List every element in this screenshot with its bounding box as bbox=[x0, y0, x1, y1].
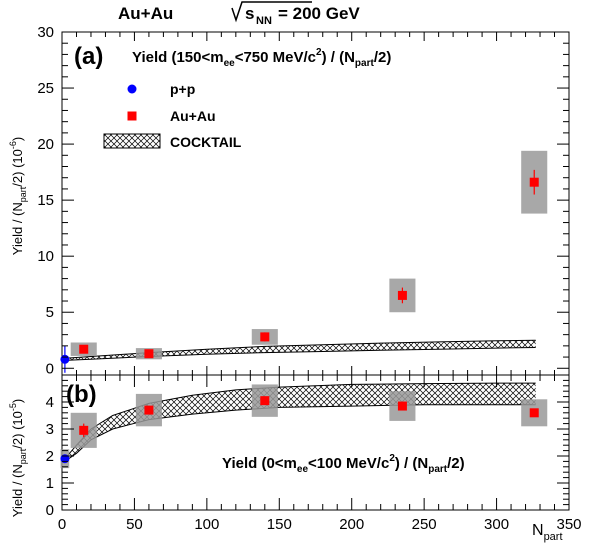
x-tick-label: 50 bbox=[126, 516, 143, 533]
panel-a-title-part: ee bbox=[224, 58, 236, 69]
panel-b-title-part: ) / (N bbox=[395, 455, 428, 472]
panel-b-x-axis: 0 50 100 150 200 250 300 350 bbox=[58, 375, 582, 533]
legend-marker-cocktail bbox=[103, 133, 161, 149]
panel-b-title-part: part bbox=[428, 464, 448, 475]
y-tick-label: 15 bbox=[37, 192, 54, 209]
cocktail-band-lower-edge bbox=[64, 347, 536, 361]
energy-subscript: NN bbox=[256, 15, 272, 27]
data-point-auau bbox=[79, 425, 89, 435]
panel-a-ylabel-part: -6 bbox=[8, 141, 18, 149]
y-tick-label: 4 bbox=[46, 394, 54, 411]
panel-b-tag: (b) bbox=[66, 381, 97, 408]
panel-b-ylabel: Yield / (Npart/2) (10-5) bbox=[8, 399, 28, 517]
y-tick-label: 20 bbox=[37, 136, 54, 153]
panel-b-data-marks bbox=[60, 384, 548, 469]
cocktail-band-upper-edge bbox=[64, 339, 536, 359]
data-point-auau bbox=[144, 349, 154, 359]
panel-b-xlabel-sub: part bbox=[544, 531, 563, 543]
collision-system-label: Au+Au bbox=[118, 4, 173, 23]
panel-b-xlabel: Npart bbox=[532, 522, 563, 543]
panel-a-title-part: ) / (N bbox=[322, 49, 355, 66]
panel-b-ylabel-part: part bbox=[18, 448, 28, 464]
x-tick-label: 300 bbox=[484, 516, 509, 533]
panel-a-y-axis: 0 5 10 15 20 25 30 bbox=[37, 24, 570, 377]
panel-a-title-part: /2) bbox=[374, 49, 392, 66]
panel-b-title-part: 2 bbox=[389, 453, 395, 464]
panel-a-title-part: 2 bbox=[316, 47, 322, 58]
panel-a-tag: (a) bbox=[74, 43, 103, 70]
panel-b: 0 1 2 3 4 0 50 100 150 200 250 300 350 (b) Yield (0… bbox=[8, 374, 582, 543]
legend-label-cocktail: COCKTAIL bbox=[170, 134, 242, 150]
y-tick-label: 0 bbox=[46, 360, 54, 377]
y-tick-label: 30 bbox=[37, 24, 54, 41]
panel-b-xlabel-main: N bbox=[532, 522, 544, 539]
sqrt-sign bbox=[231, 1, 312, 23]
panel-b-ylabel-part: /2) (10 bbox=[10, 411, 25, 449]
x-tick-label: 250 bbox=[412, 516, 437, 533]
x-tick-label: 150 bbox=[267, 516, 292, 533]
legend-label-auau: Au+Au bbox=[170, 108, 216, 124]
panel-a-ylabel: Yield / (Npart/2) (10-6) bbox=[8, 137, 28, 255]
panel-a-title-part: Yield (150<m bbox=[132, 49, 224, 66]
cocktail-band-fill bbox=[64, 383, 536, 462]
panel-b-y-axis: 0 1 2 3 4 bbox=[46, 374, 569, 519]
panel-b-title-part: /2) bbox=[447, 455, 465, 472]
data-point-auau bbox=[397, 290, 407, 300]
data-point-auau bbox=[260, 396, 270, 406]
energy-value: = 200 GeV bbox=[278, 4, 360, 23]
x-tick-label: 100 bbox=[194, 516, 219, 533]
panel-a-legend: p+p Au+Au COCKTAIL bbox=[103, 81, 242, 150]
panel-b-title-part: ee bbox=[297, 464, 309, 475]
legend-marker-pp bbox=[127, 84, 137, 94]
panel-a-ylabel-part: /2) (10 bbox=[10, 149, 25, 187]
y-tick-label: 10 bbox=[37, 248, 54, 265]
data-point-pp bbox=[60, 354, 70, 364]
panel-a: 0 5 10 15 20 25 30 (a) Yield (150<mee<750 MeV/… bbox=[8, 24, 570, 377]
panel-a-cocktail-band bbox=[64, 339, 536, 361]
legend-marker-auau bbox=[127, 111, 137, 121]
figure-header: Au+Au s NN = 200 GeV bbox=[118, 1, 360, 27]
y-tick-label: 1 bbox=[46, 475, 54, 492]
panel-a-ylabel-part: Yield / (N bbox=[10, 202, 25, 255]
panel-a-ylabel-part: ) bbox=[10, 137, 25, 141]
y-tick-label: 5 bbox=[46, 304, 54, 321]
data-point-auau bbox=[144, 405, 154, 415]
panel-b-ylabel-part: ) bbox=[10, 399, 25, 403]
panel-b-title: Yield (0<mee<100 MeV/c2) / (Npart/2) bbox=[222, 453, 465, 475]
panel-a-title-part: <750 MeV/c bbox=[235, 49, 316, 66]
x-tick-label: 0 bbox=[58, 516, 66, 533]
energy-sqrt-symbol: s bbox=[245, 4, 254, 23]
cocktail-band-fill bbox=[64, 340, 536, 361]
panel-a-title: Yield (150<mee<750 MeV/c2) / (Npart/2) bbox=[132, 47, 391, 69]
data-point-auau bbox=[397, 401, 407, 411]
data-point-auau bbox=[529, 177, 539, 187]
data-point-auau bbox=[529, 408, 539, 418]
y-tick-label: 25 bbox=[37, 80, 54, 97]
panel-a-title-part: part bbox=[355, 58, 375, 69]
data-point-auau bbox=[260, 332, 270, 342]
panel-b-ylabel-part: Yield / (N bbox=[10, 464, 25, 517]
panel-a-frame bbox=[61, 31, 570, 376]
x-tick-label: 200 bbox=[339, 516, 364, 533]
panel-b-ylabel-part: -5 bbox=[8, 403, 18, 411]
x-tick-label: 350 bbox=[556, 516, 581, 533]
panel-b-title-part: <100 MeV/c bbox=[308, 455, 389, 472]
panel-a-ylabel-part: part bbox=[18, 186, 28, 202]
y-tick-label: 0 bbox=[46, 502, 54, 519]
y-tick-label: 2 bbox=[46, 448, 54, 465]
panel-b-title-part: Yield (0<m bbox=[222, 455, 297, 472]
legend-label-pp: p+p bbox=[170, 81, 195, 97]
y-tick-label: 3 bbox=[46, 421, 54, 438]
data-point-auau bbox=[79, 344, 89, 354]
